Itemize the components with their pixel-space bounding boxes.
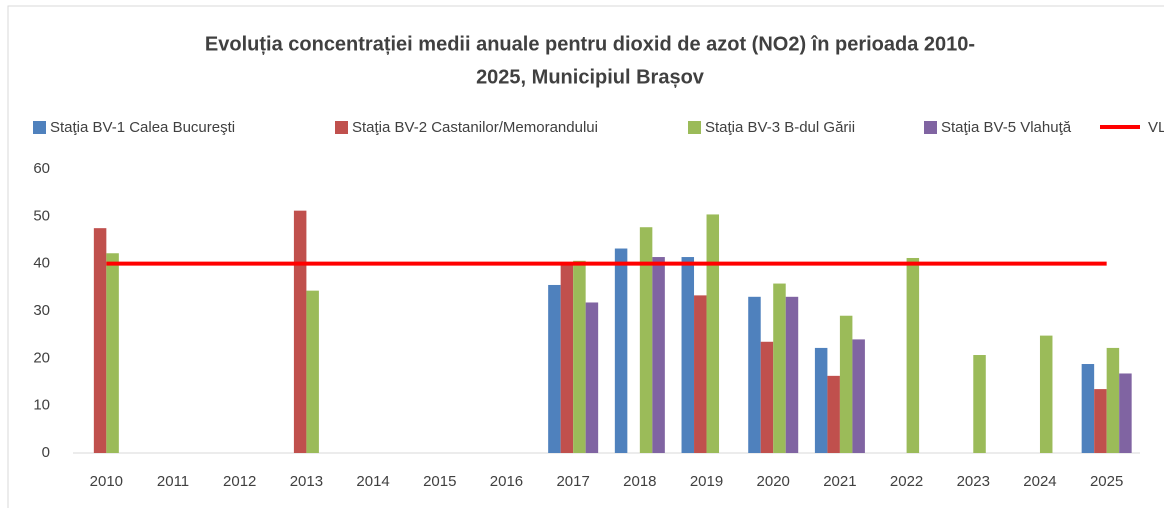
bar — [93, 228, 107, 453]
chart-title: 2025, Municipiul Brașov — [476, 66, 705, 88]
bar — [306, 290, 319, 453]
bar — [706, 214, 720, 453]
bar — [760, 341, 774, 453]
x-tick-label: 2012 — [223, 473, 256, 490]
y-tick-label: 30 — [33, 302, 50, 319]
x-tick-label: 2018 — [623, 473, 656, 490]
x-tick-label: 2022 — [890, 473, 923, 490]
bar — [614, 248, 628, 453]
bar — [906, 257, 920, 453]
bar — [814, 347, 828, 453]
bar — [573, 260, 586, 453]
y-tick-label: 50 — [33, 207, 50, 224]
bar — [748, 296, 761, 453]
bar — [1119, 373, 1132, 453]
x-tick-label: 2015 — [423, 473, 456, 490]
x-tick-label: 2013 — [290, 473, 323, 490]
bar — [773, 283, 786, 453]
chart-title: Evoluția concentrației medii anuale pent… — [205, 33, 975, 55]
bar — [973, 355, 986, 453]
bar — [1039, 335, 1053, 453]
bar — [694, 295, 707, 453]
bar — [293, 210, 307, 453]
bar — [681, 257, 695, 453]
x-tick-label: 2014 — [356, 473, 389, 490]
y-tick-label: 40 — [33, 255, 50, 272]
legend-label: Staţia BV-2 Castanilor/Memorandului — [352, 119, 598, 136]
legend-label: Staţia BV-5 Vlahuţă — [941, 119, 1072, 136]
x-tick-label: 2020 — [757, 473, 790, 490]
bar — [1081, 364, 1095, 453]
x-tick-label: 2010 — [90, 473, 123, 490]
legend-label: Staţia BV-3 B-dul Gării — [705, 119, 855, 136]
y-tick-label: 60 — [33, 160, 50, 177]
x-tick-label: 2024 — [1023, 473, 1056, 490]
legend-label: VL — [1148, 119, 1164, 136]
bar — [785, 296, 799, 453]
chart-frame — [7, 5, 1164, 508]
x-tick-label: 2025 — [1090, 473, 1123, 490]
bar — [585, 302, 599, 453]
bar — [827, 375, 840, 453]
bar — [106, 253, 119, 453]
bar — [560, 262, 574, 453]
bar — [1094, 389, 1107, 453]
y-tick-label: 10 — [33, 397, 50, 414]
y-tick-label: 20 — [33, 349, 50, 366]
legend-swatch — [33, 121, 46, 134]
x-tick-label: 2019 — [690, 473, 723, 490]
bar — [652, 257, 665, 453]
x-tick-label: 2023 — [957, 473, 990, 490]
legend-label: Staţia BV-1 Calea Bucureşti — [50, 119, 235, 136]
bar — [852, 339, 865, 453]
bar — [839, 315, 853, 453]
x-tick-label: 2017 — [556, 473, 589, 490]
bar — [639, 227, 653, 453]
bar — [1106, 347, 1120, 453]
x-tick-label: 2011 — [157, 473, 189, 490]
legend-swatch — [924, 121, 937, 134]
x-tick-label: 2021 — [823, 473, 856, 490]
legend-swatch — [335, 121, 348, 134]
y-tick-label: 0 — [42, 444, 50, 461]
legend-swatch — [688, 121, 701, 134]
x-tick-label: 2016 — [490, 473, 523, 490]
bar — [548, 284, 561, 453]
